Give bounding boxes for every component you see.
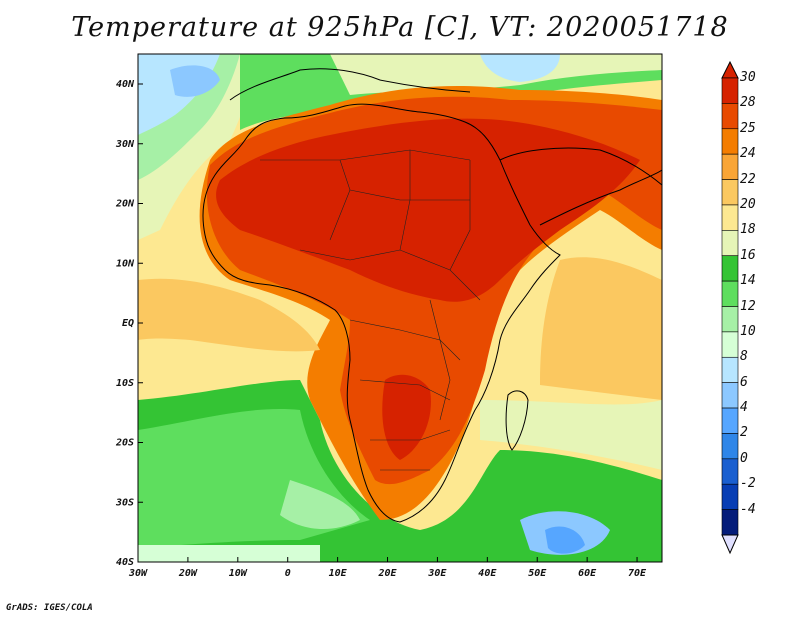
colorbar-swatch	[721, 356, 739, 383]
border-line	[349, 189, 470, 201]
lon-label: 30W	[128, 568, 148, 579]
colorbar-label: 20	[740, 196, 756, 212]
latitude-labels: 40N 30N 20N 10N EQ 10S 20S 30S 40S	[115, 79, 135, 568]
lat-label: 10S	[116, 378, 134, 389]
colorbar-swatch	[721, 483, 739, 510]
field-south-pale	[280, 480, 360, 530]
lon-label: 30E	[427, 568, 447, 579]
colorbar-label: 30	[740, 70, 756, 85]
map-border	[137, 53, 663, 563]
lat-label: 10N	[116, 258, 135, 269]
colorbar-label: -4	[740, 501, 756, 517]
africa-coast	[202, 103, 561, 523]
europe-coast	[229, 68, 471, 101]
colorbar-bottom-arrow	[721, 534, 739, 555]
lon-label: 70E	[628, 568, 647, 579]
colorbar-label: 22	[740, 171, 756, 187]
colorbar-label: 16	[740, 247, 756, 263]
lon-label: 40E	[478, 568, 497, 579]
lat-label: 40N	[116, 79, 135, 90]
colorbar-swatch	[721, 179, 739, 206]
temperature-field	[138, 54, 662, 562]
colorbar-swatch	[721, 306, 739, 333]
colorbar-label: 10	[740, 323, 756, 339]
field-south-africa-max	[382, 374, 431, 460]
colorbar-swatch	[721, 433, 739, 460]
field-gulf-warm	[138, 278, 320, 352]
lat-label: 40S	[116, 557, 134, 568]
colorbar-label: 4	[740, 400, 748, 416]
lat-label: 20S	[115, 438, 134, 449]
colorbar-swatch	[721, 280, 739, 307]
longitude-labels: 30W 20W 10W 0 10E 20E 30E 40E 50E 60E 70E	[128, 568, 647, 579]
field-sahara-max	[216, 118, 640, 302]
colorbar-label: 2	[740, 425, 748, 441]
colorbar	[721, 60, 739, 555]
colorbar-label: 12	[740, 298, 756, 314]
field-europe-pale	[330, 54, 662, 95]
border-line	[359, 379, 451, 401]
credit-text: GrADS: IGES/COLA	[6, 603, 93, 613]
colorbar-swatch	[721, 103, 739, 130]
colorbar-swatch	[721, 230, 739, 257]
colorbar-swatch	[721, 458, 739, 485]
colorbar-top-arrow	[721, 60, 739, 79]
field-south-deepblue	[545, 526, 585, 554]
lat-label: 30S	[115, 497, 134, 508]
lon-label: 60E	[578, 568, 597, 579]
border-line	[370, 429, 451, 441]
border-line	[449, 160, 471, 271]
country-borders	[260, 149, 481, 471]
chart-title: Temperature at 925hPa [C], VT: 202005171…	[71, 12, 729, 43]
colorbar-label: 28	[740, 95, 756, 111]
colorbar-label: 0	[740, 450, 748, 466]
colorbar-swatch	[721, 153, 739, 180]
colorbar-swatch	[721, 407, 739, 434]
field-europe-blue	[480, 54, 560, 82]
border-line	[349, 319, 461, 361]
lat-label: EQ	[122, 318, 134, 329]
colorbar-label: 8	[740, 349, 748, 365]
colorbar-label: 25	[740, 120, 756, 136]
lat-label: 30N	[115, 139, 135, 150]
lon-label: 10E	[329, 568, 348, 579]
colorbar-swatch	[721, 128, 739, 155]
colorbar-label: 14	[740, 273, 756, 289]
coastlines	[202, 68, 662, 523]
arabia-south-coast	[539, 169, 662, 226]
lon-label: 20E	[377, 568, 397, 579]
axis-ticks	[137, 83, 638, 563]
field-natl-blue	[170, 65, 220, 97]
colorbar-swatch	[721, 382, 739, 409]
field-south-edge	[138, 545, 320, 562]
border-line	[299, 249, 481, 301]
lon-label: 10W	[229, 568, 248, 579]
lat-label: 20N	[115, 199, 135, 210]
colorbar-label: 18	[740, 222, 756, 238]
colorbar-swatch	[721, 255, 739, 282]
colorbar-swatch	[721, 509, 739, 536]
colorbar-label: -2	[740, 476, 756, 492]
border-line	[260, 159, 351, 241]
lon-label: 50E	[528, 568, 547, 579]
lon-label: 0	[285, 568, 291, 579]
border-line	[429, 299, 451, 421]
colorbar-swatch	[721, 204, 739, 231]
colorbar-swatch	[721, 331, 739, 358]
colorbar-label: 6	[740, 374, 748, 390]
lon-label: 20W	[178, 568, 198, 579]
field-indian-warm	[540, 257, 662, 400]
colorbar-label: 24	[740, 146, 756, 162]
arabia-coast	[499, 147, 662, 186]
madagascar-coast	[505, 390, 529, 451]
colorbar-swatch	[721, 77, 739, 104]
